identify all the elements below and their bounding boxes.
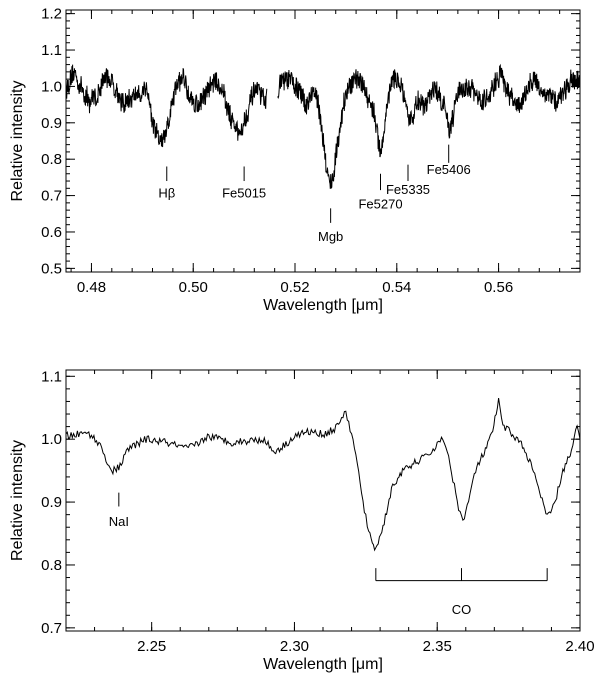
y-axis-title: Relative intensity bbox=[9, 81, 26, 202]
annotation-label: Fe5406 bbox=[427, 162, 471, 177]
y-tick-label: 1.1 bbox=[41, 368, 62, 385]
y-tick-label: 0.8 bbox=[41, 557, 62, 574]
spectrum-nir-chart: 2.25 2.30 2.35 2.40 0.7 0.8 0.9 1.0 1.1 Wavelengt… bbox=[9, 368, 595, 673]
annotation-label: Mgb bbox=[318, 229, 343, 244]
x-tick-label: 2.40 bbox=[565, 638, 594, 655]
y-tick-label: 0.9 bbox=[41, 115, 62, 132]
annotation-label: Fe5335 bbox=[386, 182, 430, 197]
annotation-label: Fe5015 bbox=[222, 185, 266, 200]
spectrum-optical-chart: 0.48 0.50 0.52 0.54 0.56 0.5 0.6 0.7 0.8 0.9 1.0 1.… bbox=[9, 6, 581, 314]
spectrum-line bbox=[65, 398, 581, 552]
plot-frame bbox=[65, 9, 581, 273]
y-tick-label: 0.9 bbox=[41, 494, 62, 511]
y-tick-label: 0.7 bbox=[41, 620, 62, 637]
annotation-label: Hβ bbox=[158, 185, 175, 200]
y-tick-label: 1.0 bbox=[41, 78, 62, 95]
x-tick-label: 2.30 bbox=[280, 638, 309, 655]
y-tick-label: 0.8 bbox=[41, 151, 62, 168]
spectrum-line bbox=[277, 63, 581, 189]
x-tick-label: 2.25 bbox=[137, 638, 166, 655]
plot-frame bbox=[65, 369, 581, 632]
x-axis-title: Wavelength [μm] bbox=[263, 656, 383, 673]
y-tick-label: 1.0 bbox=[41, 431, 62, 448]
x-tick-label: 0.52 bbox=[280, 279, 309, 296]
x-tick-label: 2.35 bbox=[423, 638, 452, 655]
annotation-label: NaI bbox=[109, 514, 129, 529]
y-tick-label: 0.7 bbox=[41, 188, 62, 205]
y-axis-title: Relative intensity bbox=[9, 440, 26, 561]
y-tick-label: 1.2 bbox=[41, 6, 62, 23]
x-tick-label: 0.54 bbox=[382, 279, 411, 296]
y-tick-label: 0.6 bbox=[41, 224, 62, 241]
spectrum-line bbox=[65, 64, 268, 148]
x-tick-label: 0.48 bbox=[77, 279, 106, 296]
bracket-label: CO bbox=[452, 602, 472, 617]
x-tick-label: 0.50 bbox=[179, 279, 208, 296]
annotation-label: Fe5270 bbox=[358, 196, 402, 211]
x-axis-title: Wavelength [μm] bbox=[263, 297, 383, 314]
y-tick-label: 1.1 bbox=[41, 42, 62, 59]
y-tick-label: 0.5 bbox=[41, 260, 62, 277]
x-tick-label: 0.56 bbox=[484, 279, 513, 296]
